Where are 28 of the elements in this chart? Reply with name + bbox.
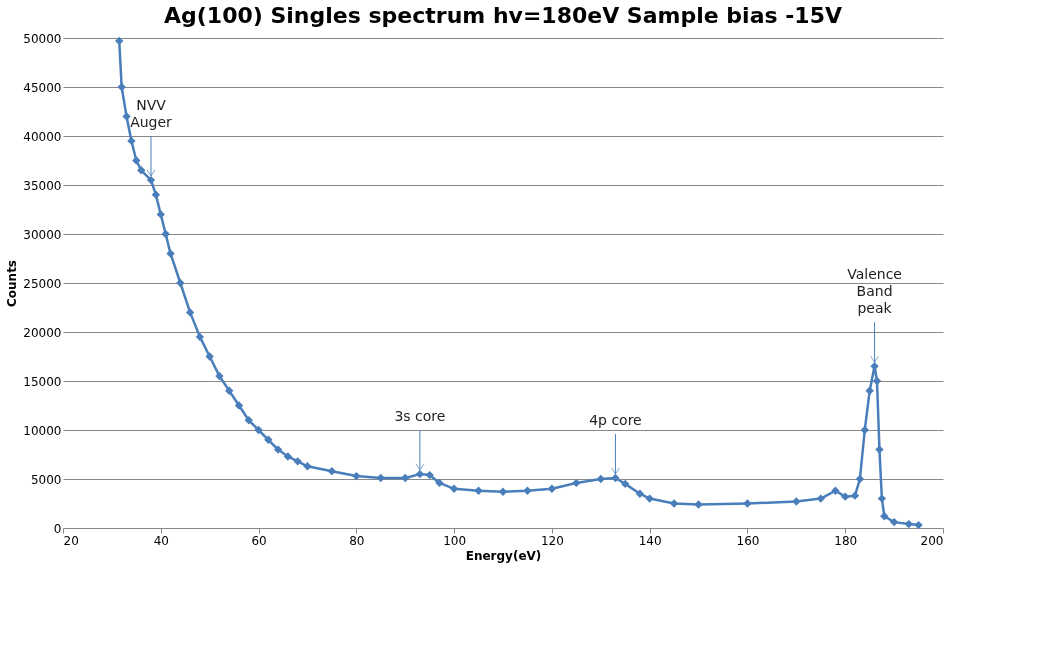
x-tick-label: 20 <box>63 533 79 548</box>
y-tick-label: 35000 <box>23 178 62 193</box>
y-tick-label: 0 <box>53 521 62 536</box>
x-axis-title: Energy(eV) <box>465 548 542 563</box>
annotation: Valence Band peak <box>847 266 902 317</box>
x-tick-label: 180 <box>834 533 858 548</box>
y-tick-label: 15000 <box>23 374 62 389</box>
x-tick-label: 200 <box>920 533 944 548</box>
x-tick-label: 160 <box>736 533 760 548</box>
y-tick-label: 30000 <box>23 227 62 242</box>
y-axis-title: Counts <box>5 259 20 308</box>
x-tick-label: 120 <box>540 533 564 548</box>
y-tick-label: 10000 <box>23 423 62 438</box>
x-tick-label: 60 <box>251 533 267 548</box>
annotation: NVV Auger <box>130 97 173 131</box>
y-tick-label: 45000 <box>23 80 62 95</box>
y-tick-label: 20000 <box>23 325 62 340</box>
x-tick-label: 80 <box>349 533 365 548</box>
y-tick-label: 50000 <box>23 31 62 46</box>
x-tick-label: 140 <box>638 533 662 548</box>
y-tick-label: 5000 <box>30 472 62 487</box>
annotation: 3s core <box>394 408 446 425</box>
x-tick-label: 40 <box>153 533 169 548</box>
y-tick-label: 40000 <box>23 129 62 144</box>
x-tick-label: 100 <box>443 533 467 548</box>
chart-title: Ag(100) Singles spectrum hv=180eV Sample bias -15V <box>163 3 843 28</box>
y-tick-label: 25000 <box>23 276 62 291</box>
annotation: 4p core <box>589 412 642 429</box>
